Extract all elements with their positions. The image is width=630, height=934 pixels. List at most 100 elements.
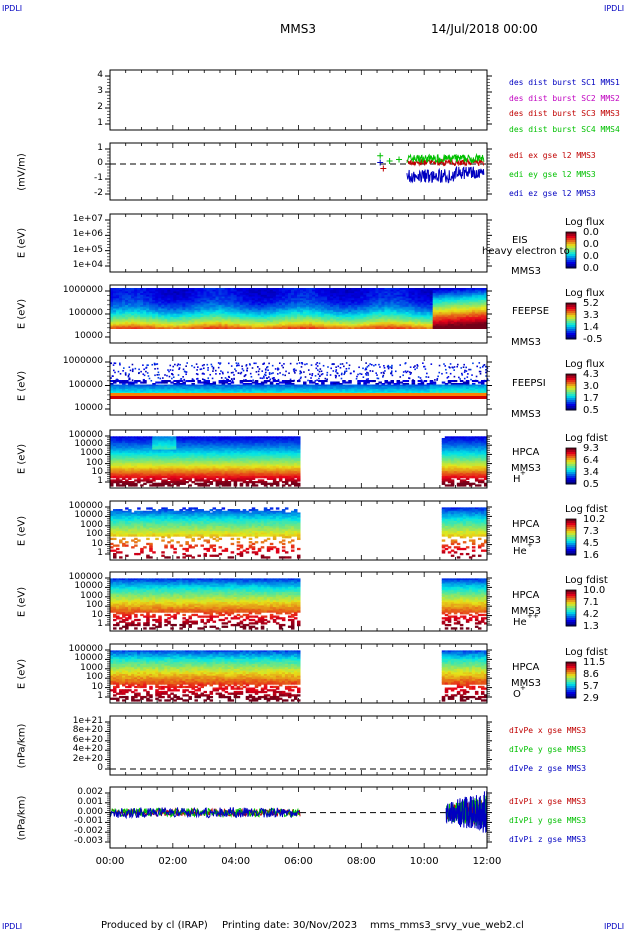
spectrogram-cell bbox=[468, 306, 473, 310]
spectrogram-cell bbox=[257, 305, 262, 308]
spectrogram-cell bbox=[242, 390, 247, 393]
scatter-dot bbox=[469, 368, 472, 371]
spectrogram-cell bbox=[387, 325, 391, 328]
spectrogram-cell bbox=[372, 390, 376, 393]
spectrogram-cell bbox=[339, 296, 343, 299]
spectrogram-cell bbox=[233, 320, 238, 323]
spectrogram-cell bbox=[200, 298, 204, 301]
spectrogram-cell bbox=[149, 320, 153, 323]
spectrogram-cell bbox=[426, 289, 431, 293]
spectrogram-cell bbox=[233, 322, 238, 325]
spectrogram-cell bbox=[459, 298, 464, 301]
scatter-dot bbox=[224, 377, 227, 379]
spectrogram-cell bbox=[251, 299, 256, 303]
spectrogram-cell bbox=[390, 322, 395, 325]
spectrogram-cell bbox=[203, 322, 208, 325]
spectrogram-cell bbox=[351, 303, 355, 306]
spectrogram-cell bbox=[290, 387, 295, 390]
spectrogram-cell bbox=[435, 288, 440, 291]
scatter-dot bbox=[303, 371, 305, 373]
spectrogram-cell bbox=[315, 299, 319, 303]
spectrogram-cell bbox=[414, 387, 419, 390]
spectrogram-cell bbox=[396, 386, 401, 389]
spectrogram-cell bbox=[260, 291, 265, 294]
colorbar-cell bbox=[566, 313, 576, 316]
spectrogram-cell bbox=[324, 299, 328, 303]
spectrogram-cell bbox=[167, 323, 171, 327]
spectrogram-cell bbox=[318, 327, 322, 330]
spectrogram-cell bbox=[203, 308, 208, 311]
spectrogram-cell bbox=[333, 318, 337, 322]
spectrogram-cell bbox=[453, 289, 458, 293]
spectrogram-cell bbox=[131, 387, 135, 390]
spectrogram-cell bbox=[203, 296, 208, 299]
spectrogram-cell bbox=[453, 296, 458, 299]
scatter-dot bbox=[196, 377, 199, 380]
spectrogram-cell bbox=[360, 288, 364, 291]
spectrogram-cell bbox=[465, 317, 470, 320]
spectrogram-cell bbox=[342, 308, 346, 311]
spectrogram-cell bbox=[393, 383, 398, 386]
spectrogram-cell bbox=[137, 380, 141, 383]
spectrogram-cell bbox=[110, 288, 114, 291]
spectrogram-cell bbox=[312, 384, 316, 387]
scatter-dot bbox=[112, 364, 115, 366]
spectrogram-cell bbox=[420, 383, 425, 386]
spectrogram-cell bbox=[483, 294, 488, 298]
spectrogram-cell bbox=[420, 325, 425, 328]
spectrogram-cell bbox=[131, 318, 135, 322]
spectrogram-cell bbox=[336, 294, 340, 298]
spectrogram-cell bbox=[131, 381, 135, 384]
spectrogram-cell bbox=[182, 310, 186, 313]
spectrogram-cell bbox=[125, 315, 129, 318]
spectrogram-cell bbox=[179, 380, 183, 383]
spectrogram-cell bbox=[420, 322, 425, 325]
spectrogram-cell bbox=[206, 389, 211, 392]
spectrogram-cell bbox=[197, 386, 201, 389]
spectrogram-cell bbox=[396, 315, 401, 318]
spectrogram-cell bbox=[426, 323, 431, 327]
spectrogram-cell bbox=[152, 305, 156, 308]
spectrogram-cell bbox=[170, 387, 174, 390]
spectrogram-cell bbox=[200, 289, 204, 293]
spectrogram-cell bbox=[116, 311, 120, 315]
spectrogram-cell bbox=[330, 288, 334, 291]
spectrogram-cell bbox=[369, 389, 373, 392]
spectrogram-cell bbox=[188, 291, 192, 294]
spectrogram-cell bbox=[336, 308, 340, 311]
spectrogram-cell bbox=[176, 299, 180, 303]
spectrogram-cell bbox=[251, 389, 256, 392]
scatter-dot bbox=[157, 371, 160, 374]
spectrogram-cell bbox=[321, 384, 325, 387]
spectrogram-cell bbox=[438, 320, 443, 323]
spectrogram-cell bbox=[266, 306, 271, 310]
spectrogram-cell bbox=[480, 299, 485, 303]
spectrogram-cell bbox=[158, 308, 162, 311]
scatter-dot bbox=[289, 378, 292, 381]
spectrogram-cell bbox=[384, 318, 388, 322]
spectrogram-cell bbox=[405, 380, 410, 383]
spectrogram-cell bbox=[459, 313, 464, 316]
spectrogram-cell bbox=[197, 299, 201, 303]
spectrogram-cell bbox=[197, 296, 201, 299]
scatter-dot bbox=[417, 376, 420, 378]
spectrogram-cell bbox=[119, 296, 123, 299]
spectrogram-cell bbox=[266, 310, 271, 313]
spectrogram-cell bbox=[125, 320, 129, 323]
spectrogram-cell bbox=[179, 318, 183, 322]
spectrogram-cell bbox=[387, 305, 391, 308]
spectrogram-cell bbox=[441, 389, 446, 392]
colorbar-cell bbox=[566, 238, 576, 241]
spectrogram-cell bbox=[236, 317, 241, 320]
spectrogram-cell bbox=[441, 327, 446, 330]
spectrogram-cell bbox=[224, 298, 229, 301]
spectrogram-cell bbox=[342, 301, 346, 304]
spectrogram-cell bbox=[396, 308, 401, 311]
spectrogram-cell bbox=[272, 384, 277, 387]
spectrogram-cell bbox=[173, 299, 177, 303]
spectrogram-cell bbox=[447, 389, 452, 392]
spectrogram-cell bbox=[185, 323, 189, 327]
spectrogram-cell bbox=[278, 387, 283, 390]
spectrogram-cell bbox=[164, 299, 168, 303]
spectrogram-cell bbox=[152, 386, 156, 389]
